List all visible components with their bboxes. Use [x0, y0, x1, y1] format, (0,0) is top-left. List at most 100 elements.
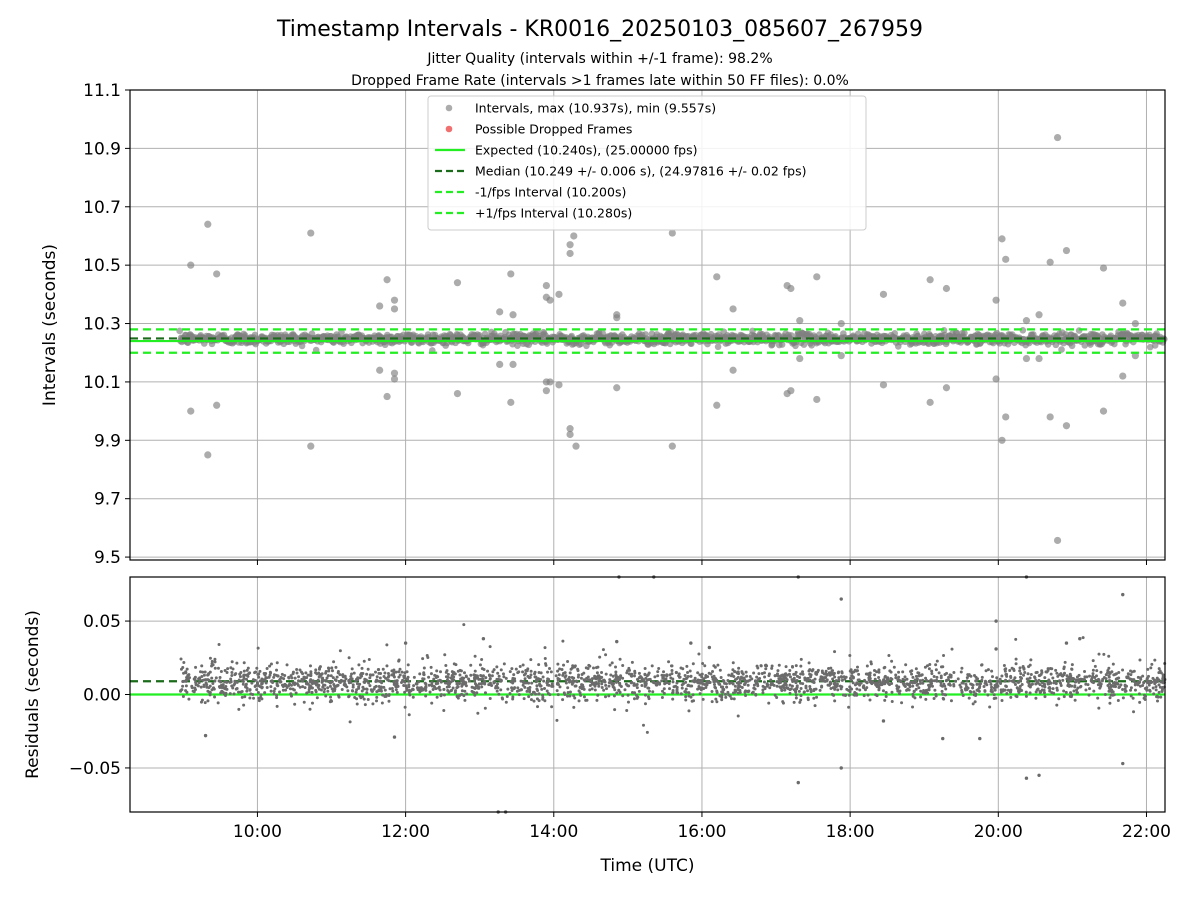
residual-point [682, 677, 686, 681]
residual-point [614, 680, 618, 684]
residual-point [242, 661, 246, 665]
residual-point [921, 691, 925, 695]
interval-point [1053, 536, 1062, 545]
y-tick-label: 0.00 [83, 686, 121, 706]
x-tick-label: 10:00 [233, 822, 282, 842]
residual-point [1106, 684, 1110, 688]
residual-point [1156, 699, 1160, 703]
residual-point [1014, 637, 1018, 641]
residual-point [679, 692, 683, 696]
residual-point [375, 695, 379, 699]
residual-point [314, 668, 318, 672]
residual-point [1157, 667, 1161, 671]
residual-point [873, 673, 877, 677]
residual-point [523, 677, 527, 681]
residual-point [1138, 700, 1142, 704]
residual-point [684, 687, 688, 691]
residual-point [475, 683, 479, 687]
residual-point [643, 672, 647, 676]
residual-point [1084, 688, 1088, 692]
residual-point [566, 691, 570, 695]
residual-point [687, 694, 691, 698]
residual-point [387, 699, 391, 703]
residual-point [920, 673, 924, 677]
interval-point [509, 360, 517, 369]
residual-point [357, 663, 361, 667]
residual-point [438, 688, 442, 692]
residual-point [308, 664, 312, 668]
residual-point [640, 684, 644, 688]
residual-point [523, 685, 527, 689]
residual-point [1083, 675, 1087, 679]
residual-point [1129, 673, 1133, 677]
residual-point [915, 683, 919, 687]
residual-point [773, 693, 777, 697]
interval-point [566, 425, 574, 433]
x-tick-label: 20:00 [974, 822, 1023, 842]
residual-point [848, 685, 852, 689]
residual-point [831, 677, 835, 681]
residual-point [810, 669, 814, 673]
residual-point [1151, 686, 1155, 690]
residual-point [911, 684, 915, 688]
residual-point [712, 677, 716, 681]
residual-point [928, 662, 932, 666]
residual-point [881, 689, 885, 693]
residual-point [941, 736, 945, 741]
residual-point [988, 705, 992, 709]
residual-point [195, 683, 199, 687]
residual-point [776, 669, 780, 673]
residual-point [833, 650, 837, 654]
residual-point [1121, 592, 1125, 597]
residual-point [294, 691, 298, 695]
interval-point [542, 387, 550, 395]
interval-point [713, 401, 721, 409]
residual-point [984, 669, 988, 673]
residual-point [429, 665, 433, 669]
residual-point [527, 695, 531, 699]
residual-point [927, 688, 931, 692]
residual-point [253, 685, 257, 689]
residual-point [838, 684, 842, 688]
residual-point [605, 687, 609, 691]
residual-point [710, 675, 714, 679]
residual-point [362, 659, 366, 663]
residual-point [818, 688, 822, 692]
residual-point [193, 678, 197, 682]
residual-point [764, 667, 768, 671]
interval-point [778, 341, 786, 348]
residual-point [488, 645, 492, 649]
interval-point [390, 369, 399, 377]
residual-point [713, 685, 717, 689]
residual-point [1062, 695, 1066, 699]
residual-point [720, 690, 724, 694]
residual-point [305, 682, 309, 686]
residual-point [275, 704, 279, 708]
residual-point [720, 698, 724, 702]
residual-point [937, 671, 941, 675]
residual-point [1092, 689, 1096, 693]
residual-point [696, 678, 700, 682]
interval-point [546, 296, 554, 304]
residual-point [1075, 691, 1079, 695]
residual-point [544, 663, 548, 667]
residual-point [181, 684, 185, 688]
residual-point [632, 674, 636, 678]
residual-point [473, 654, 477, 658]
residual-point [938, 679, 942, 683]
residual-point [990, 675, 994, 679]
residual-point [383, 671, 387, 675]
residual-point [611, 685, 615, 689]
residual-point [890, 690, 894, 694]
residual-point [287, 675, 291, 679]
residual-point [788, 688, 792, 692]
residual-point [400, 680, 404, 684]
residual-point [350, 689, 354, 693]
residual-point [530, 692, 534, 696]
residual-point [1098, 682, 1102, 686]
residual-point [318, 672, 322, 676]
residual-point [226, 667, 230, 671]
residual-point [481, 636, 486, 641]
residual-point [229, 666, 233, 670]
y-tick-label: 0.05 [83, 612, 121, 632]
